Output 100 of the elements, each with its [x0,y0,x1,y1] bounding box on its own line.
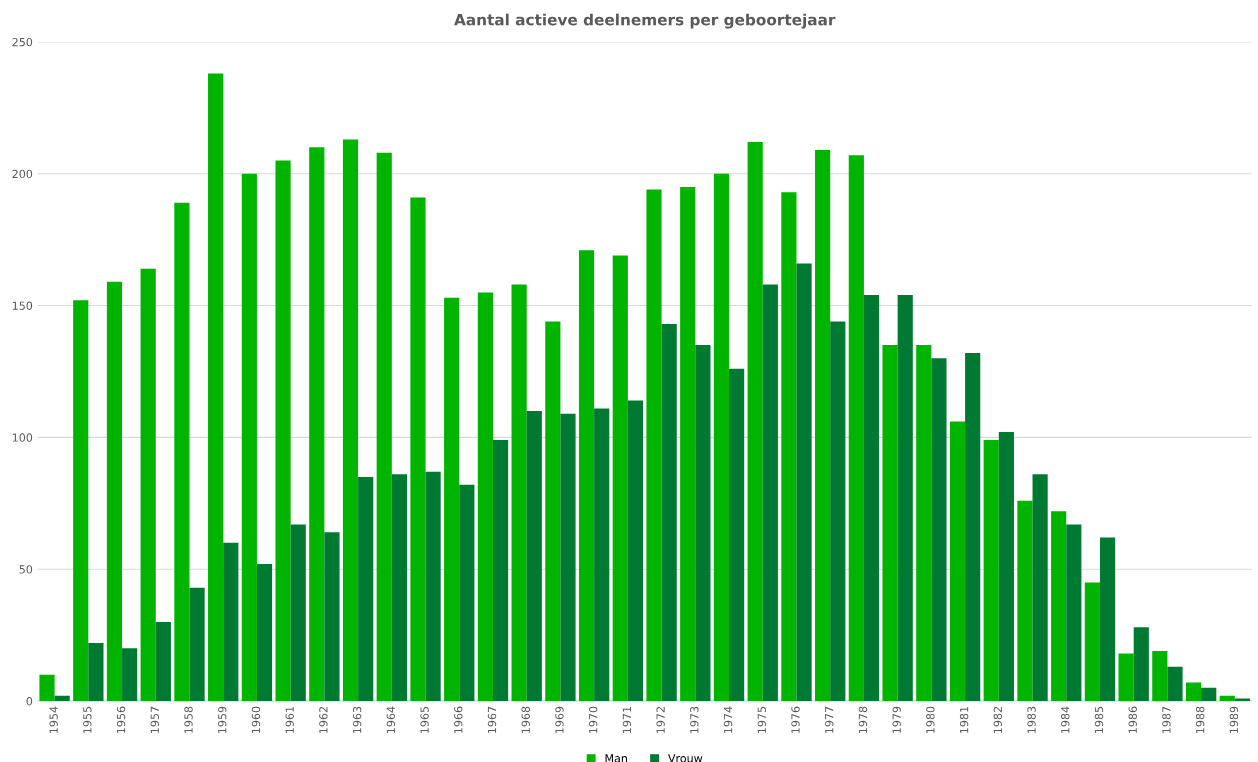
x-tick-label: 1962 [319,707,328,733]
bar [729,368,745,702]
bar [612,255,628,702]
y-tick-label: 250 [12,37,33,47]
x-tick-label: 1980 [926,706,935,733]
bar [848,155,864,702]
bar [309,147,325,702]
bar [897,295,913,702]
bar [1234,698,1251,702]
bar [1066,524,1082,702]
bar [949,421,966,702]
bar [998,432,1014,702]
bar [391,474,407,702]
bar [444,297,460,702]
x-tick-label: 1970 [588,706,598,733]
x-tick-label: 1960 [251,706,261,733]
bar [1152,650,1168,702]
x-tick-label: 1961 [285,706,294,733]
bar [492,440,509,702]
bar [661,324,677,702]
bar [376,152,392,702]
bar [815,150,831,702]
bar [73,300,89,702]
chart-title: Aantal actieve deelnemers per geboortejaar [454,13,836,29]
bar [983,440,999,702]
bar [796,263,812,702]
x-tick-label: 1987 [1162,706,1171,733]
x-tick-label: 1971 [622,706,632,733]
bar [1051,511,1067,702]
bar [1167,666,1183,702]
bar [459,484,475,702]
x-tick-label: 1972 [656,707,665,733]
x-tick-label: 1959 [218,706,227,733]
bar [965,353,981,702]
bar [174,202,190,702]
y-tick-label: 0 [26,697,33,706]
x-tick-label: 1955 [83,706,92,733]
x-tick-label: 1954 [49,706,58,733]
x-tick-label: 1977 [825,706,834,733]
bar [223,542,239,702]
bar [241,173,257,702]
bar [256,563,273,702]
bar [1118,653,1134,702]
y-tick-label: 200 [12,169,33,179]
bar [511,284,527,702]
x-tick-label: 1981 [959,706,969,733]
bar [88,643,104,702]
bar [1099,537,1116,702]
x-tick-label: 1982 [993,707,1003,733]
y-tick-label: 50 [19,565,33,574]
y-tick-label: 100 [12,433,33,442]
bar [931,358,947,702]
x-tick-label: 1963 [352,706,362,733]
bar [747,142,763,702]
x-tick-label: 1975 [757,706,766,733]
x-tick-label: 1967 [487,706,497,733]
x-tick-label: 1985 [1094,706,1104,733]
bar [560,413,576,702]
bar [680,186,696,702]
bar [1219,695,1235,702]
bar [1084,582,1100,702]
bar [594,408,610,702]
bar [342,139,359,702]
x-tick-label: 1968 [521,706,530,733]
bar [627,400,644,702]
bar [1201,687,1217,702]
x-tick-label: 1978 [858,706,868,733]
bar [830,321,846,702]
x-tick-label: 1956 [116,706,126,733]
x-tick-label: 1965 [420,706,429,733]
bar [863,295,880,702]
x-tick-label: 1974 [723,706,733,733]
bar [189,587,205,702]
bar [275,160,291,702]
y-tick-label: 150 [12,301,33,310]
x-tick-label: 1988 [1195,706,1205,733]
bar [578,250,595,702]
x-tick-label: 1966 [454,706,463,733]
bar [882,345,898,702]
bar [781,192,797,702]
bar [140,268,156,702]
x-tick-label: 1984 [1061,706,1070,733]
bar [425,471,441,702]
x-tick-label: 1973 [690,706,699,733]
bar [526,411,542,702]
x-tick-label: 1989 [1229,706,1239,733]
bar [1032,474,1048,702]
x-tick-label: 1957 [150,706,159,733]
x-tick-label: 1969 [555,706,564,733]
legend-label: Vrouw [668,754,703,762]
x-tick-label: 1964 [386,706,396,733]
bar [208,73,224,702]
bar [324,532,340,702]
bar [646,189,662,702]
bar [410,197,426,702]
bar [545,321,561,702]
bar [358,476,374,702]
legend-label: Man [605,754,627,762]
bar [1133,627,1149,702]
bar [122,648,138,702]
